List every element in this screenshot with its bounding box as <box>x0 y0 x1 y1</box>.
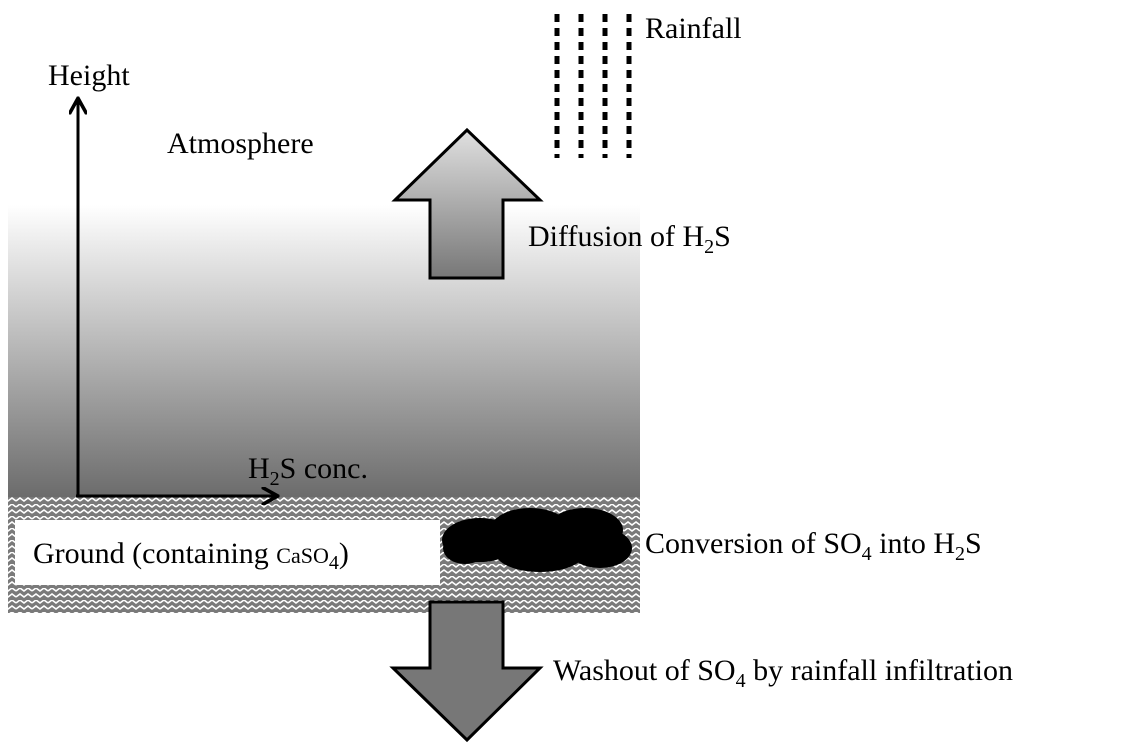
conversion-label: Conversion of SO4 into H2S <box>645 527 982 565</box>
conversion-cloud <box>442 508 632 572</box>
washout-label: Washout of SO4 by rainfall infiltration <box>553 654 1013 692</box>
diffusion-arrow <box>391 127 544 280</box>
atmosphere-gradient <box>8 205 640 500</box>
ground-label-box <box>15 520 440 585</box>
ground-label: Ground (containing CaSO4) <box>33 537 349 574</box>
height-label: Height <box>48 59 130 92</box>
concentration-label: H2S conc. <box>248 452 368 490</box>
atmosphere-label: Atmosphere <box>167 127 314 160</box>
rainfall-lines <box>554 14 632 158</box>
diffusion-label: Diffusion of H2S <box>528 220 731 258</box>
rainfall-label: Rainfall <box>645 12 742 45</box>
washout-arrow <box>389 600 544 743</box>
